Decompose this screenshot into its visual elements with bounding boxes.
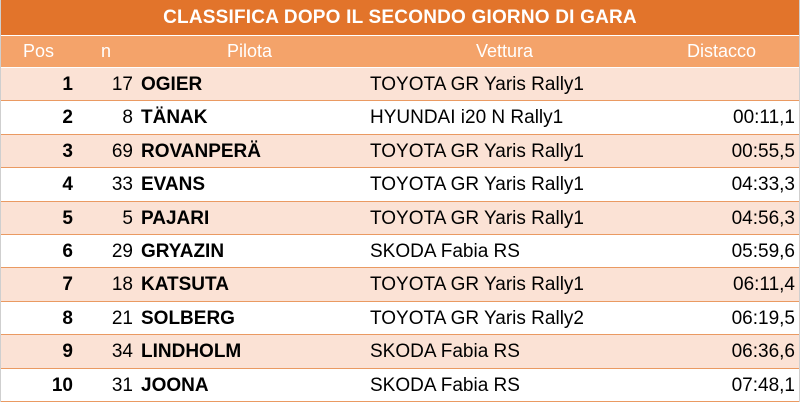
cell-pos: 9 — [62, 341, 73, 363]
cell-gap: 07:48,1 — [731, 374, 795, 396]
cell-gap: 04:56,3 — [731, 207, 795, 229]
column-header-gap: Distacco — [687, 41, 757, 61]
cell-number: 33 — [111, 174, 133, 196]
cell-pos: 6 — [62, 240, 73, 262]
cell-number: 8 — [122, 107, 133, 129]
cell-driver: OGIER — [141, 74, 203, 95]
table-row: 9 34 LINDHOLM SKODA Fabia RS 06:36,6 — [1, 335, 799, 369]
cell-driver: SOLBERG — [141, 307, 235, 329]
cell-pos: 2 — [62, 107, 73, 129]
cell-number: 29 — [111, 240, 133, 262]
cell-number: 34 — [111, 341, 133, 363]
cell-car: SKODA Fabia RS — [370, 374, 520, 396]
cell-pos: 5 — [62, 207, 73, 229]
table-row: 7 18 KATSUTA TOYOTA GR Yaris Rally1 06:1… — [1, 268, 799, 302]
cell-number: 17 — [111, 74, 133, 95]
column-header-number: n — [101, 41, 112, 61]
cell-driver: JOONA — [141, 374, 209, 396]
cell-gap: 05:59,6 — [731, 240, 795, 262]
table-row: 10 31 JOONA SKODA Fabia RS 07:48,1 — [1, 368, 799, 402]
table-body: 1 17 OGIER TOYOTA GR Yaris Rally1 2 8 TÄ… — [1, 67, 799, 402]
table-row: 2 8 TÄNAK HYUNDAI i20 N Rally1 00:11,1 — [1, 101, 799, 135]
cell-gap: 00:55,5 — [731, 140, 795, 162]
cell-car: TOYOTA GR Yaris Rally1 — [370, 140, 584, 162]
table-row: 8 21 SOLBERG TOYOTA GR Yaris Rally2 06:1… — [1, 301, 799, 336]
cell-driver: KATSUTA — [141, 274, 229, 296]
cell-pos: 1 — [62, 74, 73, 95]
cell-pos: 3 — [62, 140, 73, 162]
cell-car: TOYOTA GR Yaris Rally1 — [370, 74, 584, 95]
column-header-pos: Pos — [23, 41, 55, 61]
cell-number: 69 — [111, 140, 133, 162]
cell-driver: ROVANPERÄ — [141, 140, 261, 162]
cell-number: 18 — [111, 274, 133, 296]
cell-gap: 06:19,5 — [731, 307, 795, 329]
cell-driver: TÄNAK — [141, 107, 208, 129]
cell-driver: LINDHOLM — [141, 341, 242, 363]
cell-pos: 4 — [62, 174, 73, 196]
cell-pos: 8 — [62, 307, 73, 329]
table-row: 3 69 ROVANPERÄ TOYOTA GR Yaris Rally1 00… — [1, 134, 799, 169]
cell-gap: 04:33,3 — [731, 174, 795, 196]
cell-car: TOYOTA GR Yaris Rally1 — [370, 174, 584, 196]
table-row: 6 29 GRYAZIN SKODA Fabia RS 05:59,6 — [1, 234, 799, 269]
cell-driver: PAJARI — [141, 207, 210, 229]
cell-gap: 06:36,6 — [731, 341, 795, 363]
cell-pos: 7 — [62, 274, 73, 296]
column-header-car: Vettura — [476, 41, 534, 61]
cell-gap: 00:11,1 — [733, 107, 795, 129]
table-header: Pos n Pilota Vettura Distacco — [1, 35, 799, 67]
table-row: 5 5 PAJARI TOYOTA GR Yaris Rally1 04:56,… — [1, 201, 799, 235]
cell-pos: 10 — [51, 374, 73, 396]
cell-car: SKODA Fabia RS — [370, 240, 520, 262]
cell-gap: 06:11,4 — [733, 274, 795, 296]
cell-car: SKODA Fabia RS — [370, 341, 520, 363]
table-title: CLASSIFICA DOPO IL SECONDO GIORNO DI GAR… — [1, 0, 799, 35]
cell-driver: GRYAZIN — [141, 240, 225, 262]
cell-car: HYUNDAI i20 N Rally1 — [370, 107, 564, 129]
cell-number: 5 — [122, 207, 133, 229]
cell-car: TOYOTA GR Yaris Rally2 — [370, 307, 584, 329]
cell-number: 31 — [111, 374, 133, 396]
column-header-driver: Pilota — [227, 41, 273, 61]
cell-car: TOYOTA GR Yaris Rally1 — [370, 207, 584, 229]
table-row: 1 17 OGIER TOYOTA GR Yaris Rally1 — [1, 68, 799, 102]
cell-car: TOYOTA GR Yaris Rally1 — [370, 274, 584, 296]
cell-driver: EVANS — [141, 174, 206, 196]
cell-number: 21 — [111, 307, 133, 329]
table-row: 4 33 EVANS TOYOTA GR Yaris Rally1 04:33,… — [1, 168, 799, 202]
